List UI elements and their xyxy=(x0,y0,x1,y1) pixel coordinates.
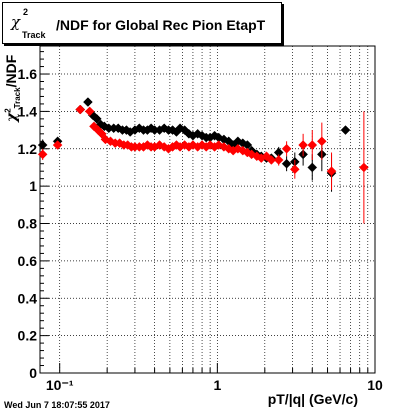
ylabel-rest: /NDF xyxy=(3,54,19,88)
x-tick-label: 10 xyxy=(367,377,383,393)
x-axis-label: pT/|q| (GeV/c) xyxy=(267,391,358,407)
data-point-red xyxy=(281,143,292,154)
title-superscript: 2 xyxy=(23,7,29,17)
y-tick-label: 0.4 xyxy=(18,290,38,306)
ylabel-superscript: 2 xyxy=(3,108,13,113)
title-subscript: Track xyxy=(22,30,46,40)
data-point-black xyxy=(340,125,351,135)
data-point-red xyxy=(326,166,337,177)
data-point-black xyxy=(307,162,318,173)
title-chi-symbol: χ xyxy=(11,13,21,31)
data-point-red xyxy=(298,140,308,150)
data-point-red xyxy=(359,162,369,173)
chart-title-box: χ 2 Track /NDF for Global Rec Pion EtapT xyxy=(2,2,282,44)
data-point-red xyxy=(37,149,48,160)
data-point-red xyxy=(289,164,300,175)
y-tick-label: 0.6 xyxy=(18,253,38,269)
ylabel-subscript: Track xyxy=(12,87,22,109)
data-point-red xyxy=(266,155,277,165)
data-point-red xyxy=(52,140,63,150)
y-tick-label: 1 xyxy=(29,178,37,194)
plot-frame xyxy=(39,45,376,374)
chart-title: /NDF for Global Rec Pion EtapT xyxy=(56,17,266,33)
y-tick-label: 0 xyxy=(29,365,37,381)
y-tick-label: 0.2 xyxy=(18,328,38,344)
data-point-black xyxy=(281,158,292,169)
data-point-black xyxy=(91,114,102,124)
x-tick-label: 1 xyxy=(213,377,221,393)
x-tick-label: 10⁻¹ xyxy=(46,377,74,393)
data-point-red xyxy=(273,155,284,165)
y-axis-label: χ2Track/NDF xyxy=(0,55,24,122)
data-point-black xyxy=(83,97,93,107)
data-point-red xyxy=(307,140,318,150)
ylabel-chi-symbol: χ xyxy=(4,112,20,122)
data-point-red xyxy=(316,136,327,147)
timestamp: Wed Jun 7 18:07:55 2017 xyxy=(4,400,110,410)
y-tick-label: 1.2 xyxy=(18,141,38,157)
data-point-red xyxy=(84,106,95,117)
y-tick-label: 1.4 xyxy=(18,103,38,119)
y-tick-label: 1.6 xyxy=(18,66,38,82)
y-tick-label: 0.8 xyxy=(18,216,38,232)
data-point-red xyxy=(246,149,257,160)
data-point-red xyxy=(75,104,86,115)
